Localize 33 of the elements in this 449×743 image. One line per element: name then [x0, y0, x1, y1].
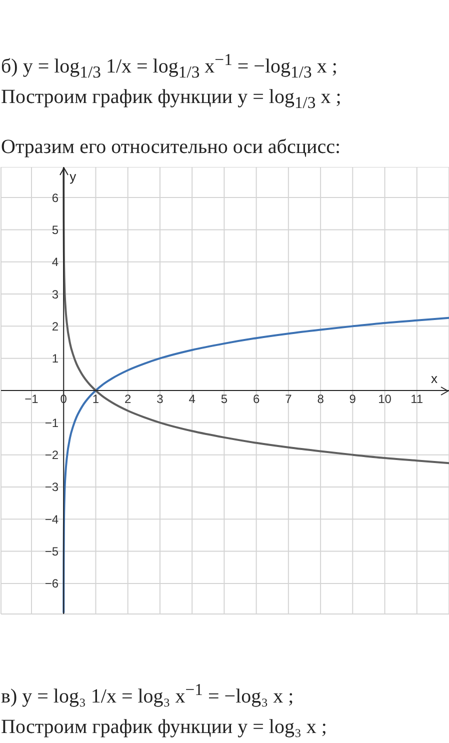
- y-tick-label: 4: [52, 255, 59, 270]
- line-series: [62, 316, 449, 614]
- chart-title: б) y = log$_{1/3}$ 1/x = log$_{1/3}$ x$^{−1}$ = −log$_{1/3}$ x ;: [1, 50, 338, 82]
- x-tick-label: 2: [124, 392, 132, 406]
- y-tick-label: −1: [44, 416, 59, 430]
- y-tick-label: 3: [52, 287, 59, 302]
- y-tick-label: −2: [44, 448, 59, 462]
- x-tick-label: 5: [220, 392, 228, 406]
- y-tick-label: −4: [44, 512, 59, 526]
- y-tick-label: 1: [52, 352, 59, 366]
- y-tick-label: 5: [52, 222, 59, 237]
- x-tick-label: 6: [252, 392, 260, 406]
- text: Отразим его относительно оси абсцисс:: [1, 135, 341, 159]
- x-tick-label: 9: [349, 392, 356, 406]
- y-tick-label: 2: [52, 319, 59, 334]
- chart-subtitle: Построим график функции y = log$_{1/3}$ x ;: [1, 85, 342, 114]
- y-axis-title: y: [70, 169, 76, 184]
- y-tick-label: −3: [44, 480, 59, 494]
- line-series: [62, 168, 449, 464]
- x-tick-label: 11: [410, 392, 424, 406]
- text: Построим график функции y = log₃ x ;: [1, 715, 327, 739]
- x-axis-title: x: [431, 370, 438, 386]
- x-tick-label: 1: [92, 392, 100, 406]
- text: в) y = log₃ 1/x = log₃ x$^{−1}$ = −log₃ x ;: [1, 679, 294, 709]
- y-tick-label: 6: [52, 190, 59, 205]
- x-tick-label: −1: [24, 392, 39, 406]
- y-tick-label: −5: [44, 544, 59, 559]
- y-tick-label: −6: [44, 576, 59, 591]
- x-tick-label: 8: [317, 392, 324, 406]
- x-tick-label: 7: [285, 392, 292, 406]
- x-tick-label: 10: [378, 392, 392, 406]
- x-tick-label: 3: [156, 392, 164, 406]
- x-tick-label: 4: [188, 392, 196, 406]
